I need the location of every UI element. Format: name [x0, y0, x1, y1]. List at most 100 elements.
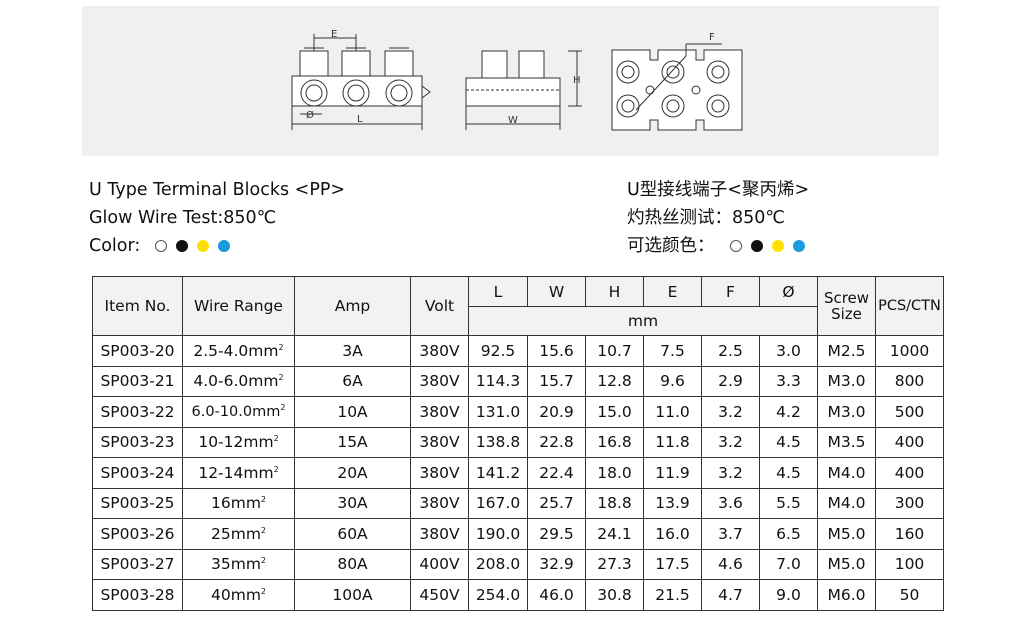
color-black-swatch	[750, 240, 763, 252]
header-item-no: Item No.	[92, 276, 183, 336]
wire-unit-superscript: 2	[278, 373, 284, 383]
side-view	[465, 50, 582, 130]
table-row: SP003-20 2.5-4.0mm2 3A 380V 92.5 15.6 10.7 7.5 2…	[92, 335, 944, 367]
dim-label-h: H	[573, 75, 581, 86]
spec-table-header: Item No. Wire Range Amp Volt L W H E F Ø…	[92, 276, 944, 336]
cell-screw: M3.0	[817, 365, 876, 397]
cell-wire: 6.0-10.0mm2	[182, 396, 295, 428]
wire-unit-superscript: 2	[260, 525, 267, 535]
cell-screw: M5.0	[817, 518, 876, 550]
wire-unit: mm	[248, 341, 279, 360]
cell-w: 29.5	[527, 518, 586, 550]
header-e: E	[643, 276, 702, 307]
product-title-cn: U型接线端子<聚丙烯>	[627, 180, 810, 200]
color-yellow-swatch	[197, 240, 210, 252]
cell-w: 22.4	[527, 457, 586, 489]
color-white-swatch	[155, 240, 168, 252]
cell-volt: 380V	[410, 426, 469, 458]
cell-amp: 3A	[294, 335, 411, 367]
info-chinese: U型接线端子<聚丙烯> 灼热丝测试：850℃ 可选颜色：	[627, 176, 809, 260]
cell-pcs: 400	[875, 426, 944, 458]
table-row: SP003-28 40mm2 100A 450V 254.0 46.0 30.8 21.5 4.…	[92, 579, 944, 611]
product-title-en: U Type Terminal Blocks <PP>	[89, 180, 346, 200]
wire-unit-superscript: 2	[260, 586, 267, 596]
cell-item: SP003-25	[92, 487, 183, 519]
terminal-block-drawing: E Ø L W H	[291, 29, 743, 131]
cell-l: 138.8	[468, 426, 528, 458]
cell-wire: 12-14mm2	[182, 457, 295, 489]
front-view	[291, 34, 431, 130]
table-row: SP003-21 4.0-6.0mm2 6A 380V 114.3 15.7 12.8 9.6…	[92, 365, 944, 397]
cell-volt: 380V	[410, 335, 469, 367]
cell-dia: 5.5	[759, 487, 818, 519]
wire-unit: mm	[230, 585, 261, 604]
color-swatches-en	[146, 240, 231, 252]
glow-wire-test-en: Glow Wire Test:850℃	[89, 208, 277, 228]
dim-label-e: E	[331, 29, 337, 40]
wire-range-value: 2.5-4.0	[193, 341, 249, 360]
header-dia: Ø	[759, 276, 818, 307]
header-screw-line1: Screw	[823, 289, 870, 307]
cell-item: SP003-23	[92, 426, 183, 458]
cell-wire: 10-12mm2	[182, 426, 295, 458]
header-w: W	[527, 276, 586, 307]
cell-h: 12.8	[585, 365, 644, 397]
wire-unit: mm	[230, 524, 261, 543]
wire-range-value: 10-12	[198, 433, 244, 452]
cell-w: 32.9	[527, 548, 586, 580]
cell-l: 167.0	[468, 487, 528, 519]
cell-pcs: 300	[875, 487, 944, 519]
cell-w: 15.6	[527, 335, 586, 367]
cell-f: 4.6	[701, 548, 760, 580]
color-blue-swatch	[792, 240, 805, 252]
cell-item: SP003-22	[92, 396, 183, 428]
cell-e: 13.9	[643, 487, 702, 519]
dim-label-dia: Ø	[306, 109, 314, 121]
cell-h: 18.8	[585, 487, 644, 519]
cell-e: 9.6	[643, 365, 702, 397]
cell-pcs: 1000	[875, 335, 944, 367]
wire-unit-superscript: 2	[280, 402, 286, 412]
wire-unit: mm	[230, 494, 261, 513]
cell-screw: M4.0	[817, 457, 876, 489]
cell-wire: 40mm2	[182, 579, 295, 611]
cell-wire: 25mm2	[182, 518, 295, 550]
cell-h: 27.3	[585, 548, 644, 580]
top-view	[611, 43, 743, 131]
glow-wire-test-cn: 灼热丝测试：850℃	[627, 208, 786, 228]
cell-dia: 3.3	[759, 365, 818, 397]
wire-unit: mm	[243, 433, 274, 452]
cell-f: 3.2	[701, 396, 760, 428]
header-f: F	[701, 276, 760, 307]
cell-dia: 3.0	[759, 335, 818, 367]
cell-l: 141.2	[468, 457, 528, 489]
cell-dia: 7.0	[759, 548, 818, 580]
cell-l: 190.0	[468, 518, 528, 550]
cell-item: SP003-21	[92, 365, 183, 397]
table-row: SP003-27 35mm2 80A 400V 208.0 32.9 27.3 17.5 4.6…	[92, 548, 944, 580]
color-swatches-cn	[721, 240, 805, 252]
cell-f: 3.6	[701, 487, 760, 519]
cell-dia: 6.5	[759, 518, 818, 550]
cell-volt: 450V	[410, 579, 469, 611]
cell-dia: 4.2	[759, 396, 818, 428]
cell-wire: 16mm2	[182, 487, 295, 519]
cell-w: 20.9	[527, 396, 586, 428]
cell-volt: 380V	[410, 396, 469, 428]
cell-e: 16.0	[643, 518, 702, 550]
cell-w: 15.7	[527, 365, 586, 397]
cell-l: 254.0	[468, 579, 528, 611]
cell-screw: M3.0	[817, 396, 876, 428]
cell-item: SP003-27	[92, 548, 183, 580]
cell-dia: 4.5	[759, 426, 818, 458]
cell-volt: 380V	[410, 365, 469, 397]
cell-e: 11.9	[643, 457, 702, 489]
wire-range-value: 6.0-10.0	[191, 403, 253, 420]
wire-unit-superscript: 2	[260, 495, 267, 505]
wire-range-value: 40	[210, 585, 231, 604]
color-white-swatch	[729, 240, 742, 252]
cell-dia: 9.0	[759, 579, 818, 611]
cell-amp: 10A	[294, 396, 411, 428]
cell-wire: 2.5-4.0mm2	[182, 335, 295, 367]
cell-amp: 100A	[294, 579, 411, 611]
